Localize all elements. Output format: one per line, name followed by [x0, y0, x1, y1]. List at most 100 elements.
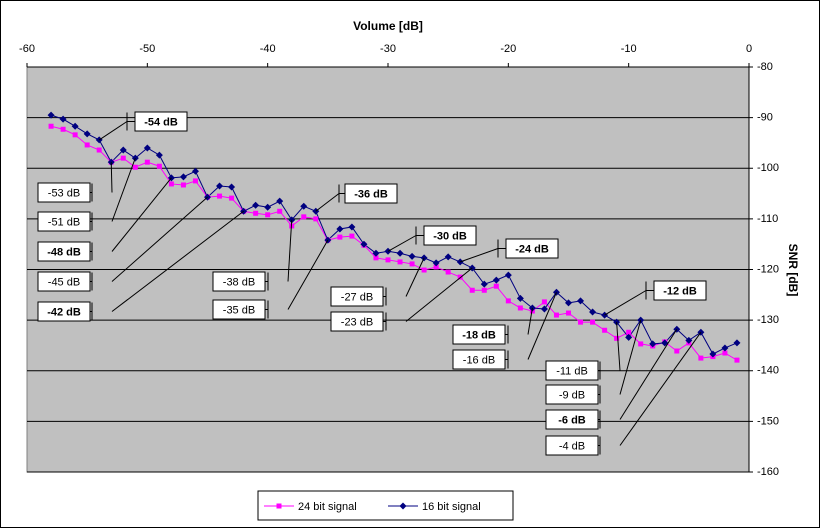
leader-line — [111, 177, 172, 252]
data-point — [481, 287, 487, 293]
y-tick-label: -110 — [757, 213, 778, 225]
data-point — [301, 214, 307, 220]
legend — [257, 490, 514, 521]
data-point — [47, 111, 55, 119]
data-point — [589, 308, 597, 316]
leader-line — [619, 331, 702, 446]
leader-line — [619, 328, 678, 420]
annotation-box — [452, 349, 506, 370]
annotation-box — [545, 409, 599, 430]
data-point — [180, 182, 186, 188]
data-point — [72, 132, 78, 138]
data-point — [48, 123, 54, 129]
annotation-box — [37, 211, 91, 232]
data-point — [372, 249, 380, 257]
data-point — [516, 294, 524, 302]
data-point — [553, 312, 559, 318]
leader-line — [315, 193, 340, 212]
leader-line — [287, 219, 293, 282]
y-axis-title: SNR [dB] — [786, 244, 800, 297]
annotation-box — [330, 286, 384, 307]
leader-line — [110, 162, 113, 193]
data-point — [132, 164, 138, 170]
annotation-label: -11 dB — [556, 365, 588, 377]
data-point — [649, 340, 657, 348]
data-point — [229, 195, 235, 201]
leader-line — [405, 257, 425, 297]
data-point — [217, 193, 223, 199]
data-point — [192, 178, 198, 184]
leader-line — [527, 307, 533, 335]
annotation-label: -9 dB — [559, 389, 585, 401]
data-point — [191, 167, 199, 175]
annotation-label: -4 dB — [559, 440, 585, 452]
leader-line — [111, 196, 208, 282]
leader-line — [287, 239, 329, 310]
data-point — [119, 146, 127, 154]
data-point — [156, 163, 162, 169]
x-tick-label: -40 — [260, 43, 276, 55]
annotation-label: -18 dB — [462, 329, 496, 341]
data-point — [409, 261, 415, 267]
annotation-box — [423, 225, 477, 246]
annotation-label: -53 dB — [48, 187, 80, 199]
data-point — [168, 181, 174, 187]
data-point — [709, 350, 717, 358]
x-tick-label: 0 — [746, 43, 752, 55]
annotation-label: -12 dB — [663, 285, 697, 297]
data-point — [60, 126, 66, 132]
data-point — [614, 335, 620, 341]
data-point — [84, 142, 90, 148]
data-point — [348, 223, 356, 231]
annotation-box — [37, 271, 91, 292]
x-tick-label: -10 — [621, 43, 637, 55]
data-point — [264, 203, 272, 211]
data-point — [492, 276, 500, 284]
annotation-box — [212, 299, 266, 320]
annotation-label: -38 dB — [223, 276, 255, 288]
data-point — [276, 197, 284, 205]
annotation-box — [545, 360, 599, 381]
data-point — [504, 271, 512, 279]
data-point — [685, 336, 693, 344]
data-point — [313, 216, 319, 222]
data-point — [397, 259, 403, 265]
data-point — [143, 144, 151, 152]
x-tick-label: -20 — [500, 43, 516, 55]
data-point — [505, 298, 511, 304]
annotation-box — [344, 183, 398, 204]
data-point — [638, 341, 644, 347]
data-point — [590, 319, 596, 325]
data-point — [300, 202, 308, 210]
leader-line — [619, 319, 642, 395]
annotation-label: -36 dB — [354, 188, 388, 200]
data-point — [265, 212, 271, 218]
data-point — [421, 267, 427, 273]
annotation-box — [505, 238, 559, 259]
data-point — [228, 183, 236, 191]
data-point — [253, 210, 259, 216]
y-tick-label: -130 — [757, 314, 779, 326]
x-tick-label: -30 — [380, 43, 396, 55]
annotation-label: -42 dB — [47, 306, 81, 318]
data-point — [721, 344, 729, 352]
data-point — [480, 280, 488, 288]
annotation-box — [37, 182, 91, 203]
data-point — [71, 122, 79, 130]
data-point — [83, 130, 91, 138]
legend-marker — [399, 502, 407, 510]
data-point — [179, 173, 187, 181]
leader-line — [604, 290, 647, 316]
leader-line — [387, 235, 417, 252]
data-point — [337, 234, 343, 240]
annotation-box — [452, 324, 506, 345]
y-tick-label: -120 — [757, 263, 779, 275]
leader-line — [98, 121, 128, 141]
data-point — [577, 297, 585, 305]
annotation-label: -24 dB — [515, 243, 549, 255]
annotation-label: -48 dB — [47, 246, 81, 258]
data-point — [445, 269, 451, 275]
annotation-box — [545, 384, 599, 405]
data-point — [432, 259, 440, 267]
